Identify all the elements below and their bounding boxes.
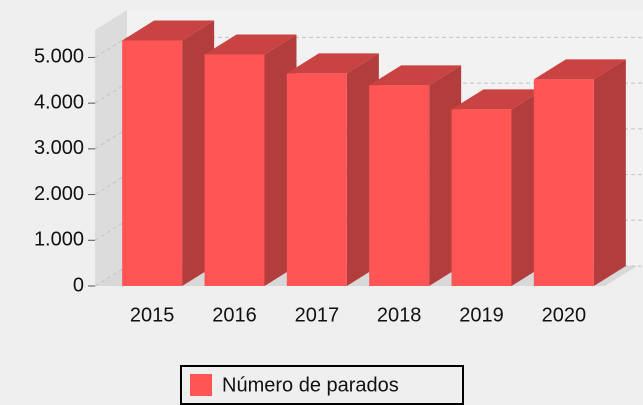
grid-line (94, 265, 128, 287)
bar (451, 109, 512, 286)
x-tick-label: 2015 (130, 304, 175, 326)
legend-label: Número de parados (222, 374, 399, 396)
grid-line (94, 82, 128, 104)
x-tick-label: 2020 (542, 304, 587, 326)
bar-top (286, 53, 379, 74)
y-tick-label: 0 (73, 274, 84, 296)
grid-line (94, 37, 128, 58)
left-wall (95, 10, 127, 286)
bar-top (533, 59, 626, 80)
y-tick-label: 1.000 (34, 229, 84, 251)
bar (533, 79, 594, 286)
bar-top (122, 20, 215, 41)
bar (204, 54, 265, 287)
grid-line (94, 174, 128, 195)
bar-top (369, 65, 462, 86)
x-tick-label: 2019 (459, 304, 504, 326)
bar (122, 40, 183, 287)
bar-top (451, 89, 544, 110)
grid-line (94, 219, 128, 241)
y-tick-label: 2.000 (34, 183, 84, 205)
bar (286, 73, 347, 286)
x-tick-label: 2017 (295, 304, 340, 326)
bar-side (593, 59, 626, 286)
bar-top (204, 34, 297, 55)
legend-swatch (190, 374, 212, 396)
y-tick-label: 5.000 (34, 46, 84, 68)
y-tick-label: 4.000 (34, 91, 84, 113)
x-tick-label: 2018 (377, 304, 422, 326)
y-tick-label: 3.000 (34, 137, 84, 159)
x-tick-label: 2016 (212, 304, 257, 326)
bar (369, 85, 430, 286)
legend-box (180, 365, 464, 405)
grid-line (94, 128, 128, 150)
